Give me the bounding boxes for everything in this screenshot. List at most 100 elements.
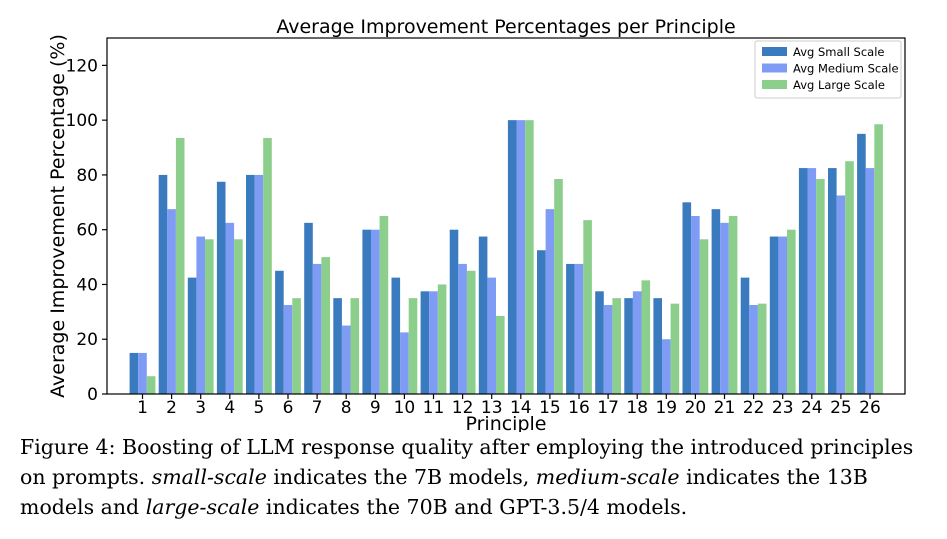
- bar-avg-small-scale-9: [362, 229, 371, 394]
- figure-caption: Figure 4: Boosting of LLM response quali…: [20, 432, 935, 522]
- bar-avg-large-scale-7: [321, 257, 330, 394]
- bar-avg-medium-scale-1: [138, 352, 147, 394]
- bar-avg-small-scale-19: [653, 298, 662, 394]
- x-tick-label-19: 19: [655, 398, 677, 418]
- bar-avg-small-scale-1: [129, 352, 139, 394]
- bar-avg-medium-scale-7: [312, 263, 322, 394]
- x-tick-label-25: 25: [830, 398, 852, 418]
- bar-avg-medium-scale-5: [254, 174, 264, 394]
- bar-avg-medium-scale-26: [865, 168, 875, 394]
- bar-avg-large-scale-13: [496, 315, 505, 394]
- bar-avg-large-scale-12: [466, 270, 476, 394]
- bar-avg-medium-scale-20: [691, 216, 700, 394]
- x-tick-label-6: 6: [283, 398, 294, 418]
- bar-avg-large-scale-23: [787, 229, 796, 394]
- caption-part-4: indicates the 70B and GPT-3.5/4 models.: [265, 495, 688, 519]
- bar-avg-small-scale-16: [566, 263, 575, 394]
- bar-avg-small-scale-13: [478, 236, 488, 394]
- legend-label-avg-small-scale: Avg Small Scale: [793, 45, 885, 59]
- bar-avg-small-scale-20: [682, 202, 692, 394]
- bar-avg-medium-scale-13: [487, 277, 496, 394]
- bar-avg-medium-scale-8: [341, 325, 351, 394]
- bar-avg-large-scale-8: [350, 298, 360, 394]
- bar-avg-small-scale-4: [216, 181, 226, 394]
- x-axis-label: Principle: [465, 413, 546, 432]
- bar-avg-medium-scale-14: [516, 120, 526, 395]
- x-tick-label-18: 18: [626, 398, 648, 418]
- bar-avg-large-scale-14: [525, 120, 534, 395]
- bar-avg-large-scale-18: [641, 280, 651, 394]
- bar-avg-medium-scale-6: [283, 305, 293, 394]
- bar-avg-small-scale-15: [537, 250, 546, 394]
- legend-swatch-avg-small-scale: [762, 47, 787, 56]
- legend: Avg Small Scale Avg Medium Scale Avg Large…: [754, 40, 902, 99]
- bar-avg-large-scale-25: [845, 161, 854, 394]
- bar-avg-medium-scale-21: [720, 222, 729, 394]
- legend-box: [754, 40, 902, 99]
- bar-avg-large-scale-6: [292, 298, 301, 394]
- y-tick-label-20: 20: [76, 330, 98, 350]
- bar-avg-small-scale-22: [740, 277, 750, 394]
- bar-avg-large-scale-22: [757, 303, 767, 394]
- bar-avg-large-scale-5: [263, 137, 272, 394]
- x-tick-label-13: 13: [481, 398, 503, 418]
- x-tick-label-5: 5: [253, 398, 264, 418]
- bar-avg-small-scale-18: [624, 298, 633, 394]
- bar-avg-medium-scale-24: [807, 168, 817, 394]
- bar-avg-medium-scale-17: [603, 305, 613, 394]
- bar-avg-medium-scale-23: [778, 236, 787, 394]
- x-tick-label-4: 4: [224, 398, 235, 418]
- bar-avg-small-scale-7: [304, 222, 313, 394]
- bar-avg-large-scale-1: [146, 376, 156, 394]
- bar-avg-large-scale-9: [379, 216, 389, 394]
- legend-swatch-avg-medium-scale: [762, 63, 787, 73]
- y-tick-label-60: 60: [76, 221, 98, 241]
- caption-large-scale-term: large-scale: [145, 495, 260, 519]
- bar-avg-medium-scale-11: [429, 291, 438, 394]
- x-tick-label-11: 11: [423, 398, 445, 418]
- bar-avg-medium-scale-4: [225, 222, 235, 394]
- bar-avg-small-scale-12: [449, 229, 459, 394]
- bar-avg-large-scale-15: [554, 179, 563, 394]
- bar-avg-small-scale-3: [187, 277, 197, 394]
- caption-medium-scale-term: medium-scale: [535, 465, 680, 489]
- bar-avg-medium-scale-10: [400, 332, 409, 394]
- bar-avg-medium-scale-2: [167, 209, 176, 394]
- x-tick-label-7: 7: [312, 398, 323, 418]
- bar-avg-small-scale-2: [158, 174, 168, 394]
- x-tick-label-17: 17: [597, 398, 619, 418]
- bar-avg-large-scale-16: [583, 220, 592, 394]
- x-tick-label-15: 15: [539, 398, 561, 418]
- bar-avg-medium-scale-3: [196, 236, 205, 394]
- bar-avg-large-scale-26: [874, 124, 883, 394]
- bar-avg-small-scale-17: [595, 291, 604, 394]
- legend-swatch-avg-large-scale: [762, 80, 787, 89]
- caption-part-2: indicates the 7B models,: [273, 465, 530, 489]
- x-tick-label-26: 26: [859, 398, 881, 418]
- y-axis: 0 20 40 60 80 100 120: [66, 56, 107, 405]
- x-tick-label-3: 3: [195, 398, 206, 418]
- bar-avg-small-scale-10: [391, 277, 401, 394]
- plot-frame: [106, 37, 906, 395]
- bar-avg-large-scale-20: [699, 239, 709, 394]
- x-tick-label-22: 22: [743, 398, 765, 418]
- x-tick-label-12: 12: [452, 398, 474, 418]
- bar-avg-medium-scale-25: [836, 195, 846, 394]
- y-tick-label-40: 40: [76, 275, 98, 295]
- x-tick-label-16: 16: [568, 398, 590, 418]
- x-tick-label-10: 10: [394, 398, 416, 418]
- x-tick-label-14: 14: [510, 398, 532, 418]
- bar-avg-small-scale-25: [828, 168, 837, 394]
- bar-avg-large-scale-2: [175, 137, 185, 394]
- caption-small-scale-term: small-scale: [151, 465, 267, 489]
- x-tick-label-20: 20: [685, 398, 707, 418]
- bar-avg-medium-scale-12: [458, 263, 467, 394]
- bar-avg-medium-scale-15: [545, 209, 555, 394]
- caption-part-3: indicates the 13B models and: [20, 465, 868, 519]
- caption-prefix: Figure 4: Boosting of LLM response quali…: [20, 435, 914, 489]
- bar-avg-small-scale-26: [857, 133, 866, 394]
- legend-label-avg-medium-scale: Avg Medium Scale: [793, 62, 899, 76]
- x-tick-label-23: 23: [772, 398, 794, 418]
- bar-avg-medium-scale-22: [749, 305, 758, 394]
- y-tick-label-0: 0: [87, 385, 98, 405]
